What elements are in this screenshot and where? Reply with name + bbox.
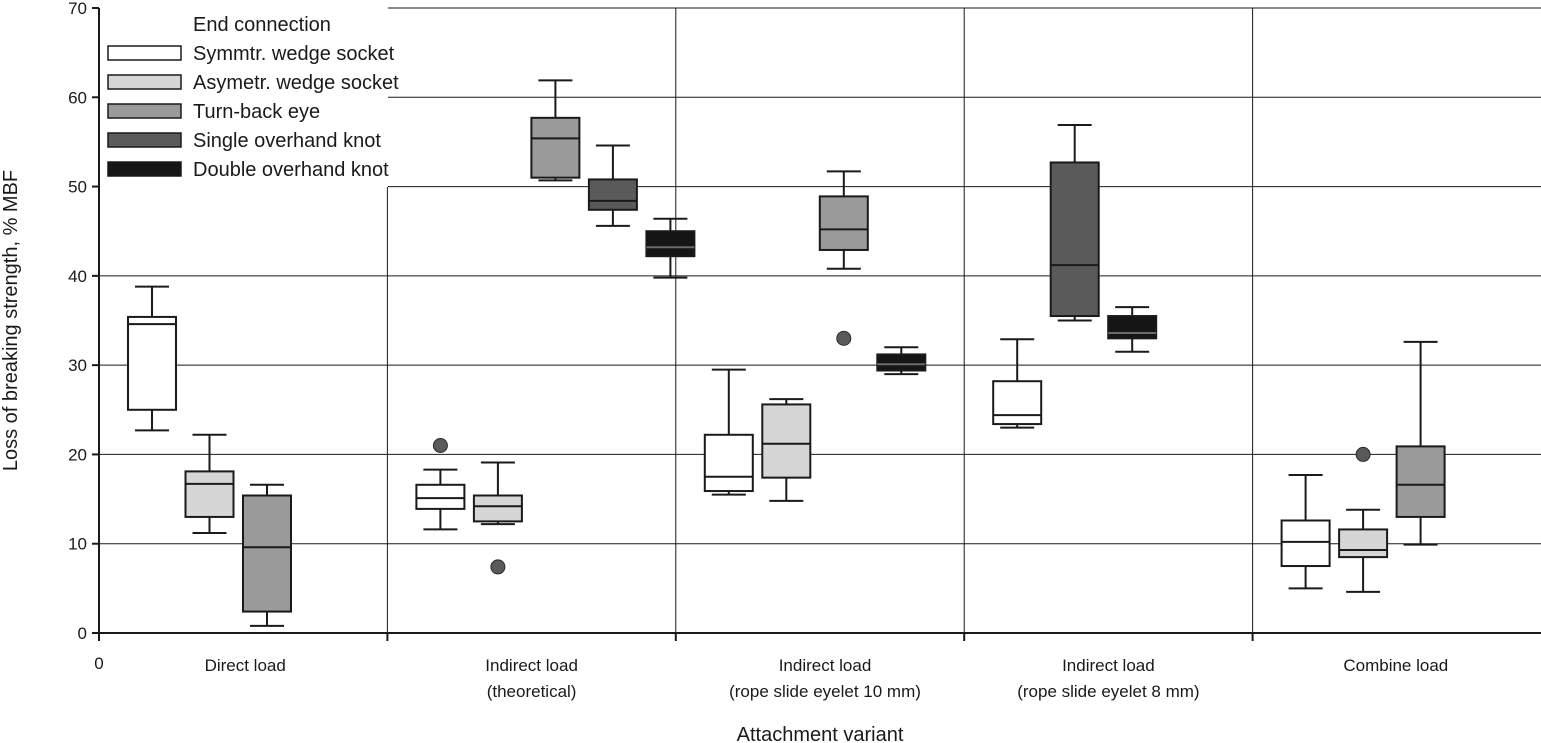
outlier-point — [432, 438, 448, 453]
box-5 — [530, 79, 581, 182]
box-9 — [761, 398, 812, 502]
y-tick-label-70: 70 — [68, 0, 87, 18]
category-label-4: Combine load — [1343, 656, 1448, 675]
y-tick-label-50: 50 — [68, 178, 87, 197]
outlier-point — [836, 330, 852, 346]
y-axis-title: Loss of breaking strength, % MBF — [0, 170, 22, 471]
category-label-0: Direct load — [205, 656, 286, 675]
category-sublabel-2: (rope slide eyelet 10 mm) — [729, 682, 921, 701]
category-label-1: Indirect load — [485, 656, 578, 675]
box-8 — [703, 368, 754, 496]
category-sublabel-3: (rope slide eyelet 8 mm) — [1017, 682, 1199, 701]
axes: 0 10 20 30 40 50 60 70 0 — [68, 0, 1541, 673]
category-label-2: Indirect load — [779, 656, 872, 675]
legend-swatch-0 — [107, 45, 182, 61]
box-iqr — [1395, 445, 1446, 518]
box-iqr — [992, 380, 1043, 426]
y-tick-label-20: 20 — [68, 445, 87, 464]
box-4 — [472, 461, 523, 575]
box-iqr — [415, 483, 466, 510]
box-0 — [127, 285, 177, 432]
box-14 — [1107, 306, 1158, 353]
box-iqr — [761, 403, 812, 479]
box-2 — [242, 483, 292, 627]
box-15 — [1280, 473, 1331, 590]
box-17 — [1395, 340, 1446, 546]
box-3 — [415, 438, 466, 531]
box-iqr — [184, 470, 235, 518]
legend-label-4: Double overhand knot — [193, 159, 389, 181]
grid — [99, 7, 1541, 633]
legend-swatch-2 — [107, 103, 182, 119]
box-iqr — [645, 230, 696, 258]
y-tick-label-0: 0 — [78, 624, 87, 643]
box-iqr — [1107, 315, 1158, 340]
y-tick-label-10: 10 — [68, 535, 87, 554]
legend-label-0: Symmtr. wedge socket — [193, 43, 395, 65]
box-iqr — [876, 353, 927, 372]
box-iqr — [472, 494, 523, 523]
box-6 — [587, 144, 638, 227]
legend-swatch-1 — [107, 74, 182, 90]
box-1 — [184, 433, 235, 534]
box-16 — [1338, 446, 1389, 593]
outlier-point — [490, 559, 506, 575]
box-iqr — [242, 494, 292, 613]
x-axis-title: Attachment variant — [737, 724, 904, 743]
box-12 — [992, 338, 1043, 429]
category-label-3: Indirect load — [1062, 656, 1155, 675]
legend-swatch-4 — [107, 161, 182, 177]
y-tick-label-60: 60 — [68, 88, 87, 107]
box-iqr — [1049, 161, 1100, 318]
y-tick-label-40: 40 — [68, 267, 87, 286]
box-iqr — [818, 195, 869, 251]
legend-title: End connection — [193, 14, 331, 36]
box-11 — [876, 346, 927, 376]
box-7 — [645, 217, 696, 279]
legend-label-1: Asymetr. wedge socket — [193, 72, 399, 94]
legend-label-2: Turn-back eye — [193, 101, 320, 123]
box-iqr — [1338, 528, 1389, 559]
box-iqr — [587, 178, 638, 211]
box-13 — [1049, 123, 1100, 322]
box-iqr — [127, 315, 177, 411]
box-10 — [818, 170, 869, 346]
category-sublabel-1: (theoretical) — [487, 682, 577, 701]
box-iqr — [703, 433, 754, 493]
boxes — [127, 79, 1446, 627]
legend-swatch-3 — [107, 132, 182, 148]
y-tick-label-30: 30 — [68, 356, 87, 375]
box-iqr — [1280, 519, 1331, 568]
legend: End connection Symmtr. wedge socket Asymet… — [107, 14, 399, 181]
box-iqr — [530, 116, 581, 179]
legend-label-3: Single overhand knot — [193, 130, 381, 152]
outlier-point — [1355, 446, 1371, 462]
x-origin-label: 0 — [94, 654, 103, 673]
